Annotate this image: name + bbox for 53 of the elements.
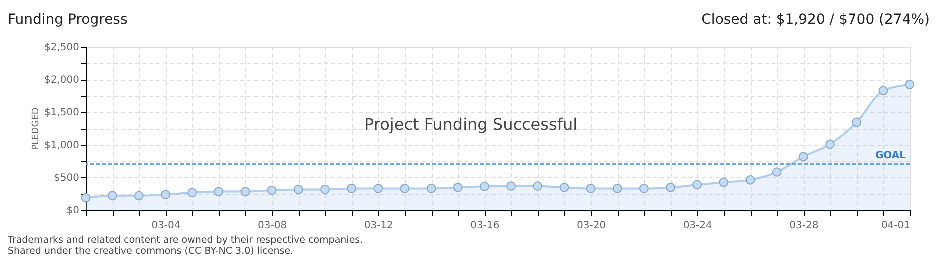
point [798, 152, 808, 162]
point [533, 182, 543, 192]
text: Shared under the creative commons (CC BY-NC 3.0) license. [8, 246, 294, 257]
point [560, 183, 570, 192]
point [81, 193, 91, 203]
point [108, 191, 118, 201]
x-tick-label: 03-04 [152, 220, 181, 232]
x-tick-label: 03-24 [683, 220, 712, 232]
point [188, 188, 198, 198]
point [746, 175, 756, 185]
point [426, 184, 436, 194]
point [161, 190, 170, 200]
point [320, 185, 330, 194]
x-tick-label: 03-12 [364, 220, 394, 232]
y-tick-label: $500 [54, 172, 80, 184]
annotation: Project Funding Successful [364, 115, 578, 134]
x-tick-label: 03-08 [258, 220, 288, 232]
point [852, 118, 862, 128]
point [905, 80, 915, 90]
point [453, 183, 463, 192]
point [719, 178, 729, 188]
point [267, 186, 277, 196]
point [640, 184, 649, 194]
point [347, 184, 356, 194]
point [134, 191, 144, 201]
point [666, 183, 676, 192]
ref-line-label: GOAL [875, 150, 907, 162]
x-tick-label: 03-16 [470, 220, 500, 232]
point [294, 185, 304, 194]
point [480, 182, 490, 192]
point [826, 140, 835, 150]
y-tick-label: $0 [66, 206, 80, 216]
point [240, 187, 250, 196]
point [692, 180, 702, 190]
point [878, 86, 888, 96]
y-tick-label: $1,000 [44, 140, 80, 152]
x-tick-label: 03-20 [577, 220, 606, 232]
point [772, 168, 782, 177]
point [374, 184, 384, 194]
chart-subtitle: Closed at: $1,920 / $700 (274%) [702, 12, 930, 28]
point [400, 184, 410, 194]
x-tick-label: 04-01 [881, 220, 910, 232]
point [612, 184, 622, 194]
y-tick-label: $1,500 [44, 108, 80, 119]
chart-title: Funding Progress [8, 12, 128, 28]
text: Trademarks and related content are owned by their respective companies. [7, 235, 364, 246]
point [586, 184, 596, 194]
point [214, 187, 224, 196]
x-tick-label: 03-28 [790, 220, 819, 232]
point [506, 182, 516, 192]
y-axis-title: PLEDGED [32, 108, 42, 150]
y-tick-label: $2,500 [44, 42, 80, 54]
y-tick-label: $2,000 [44, 75, 80, 86]
